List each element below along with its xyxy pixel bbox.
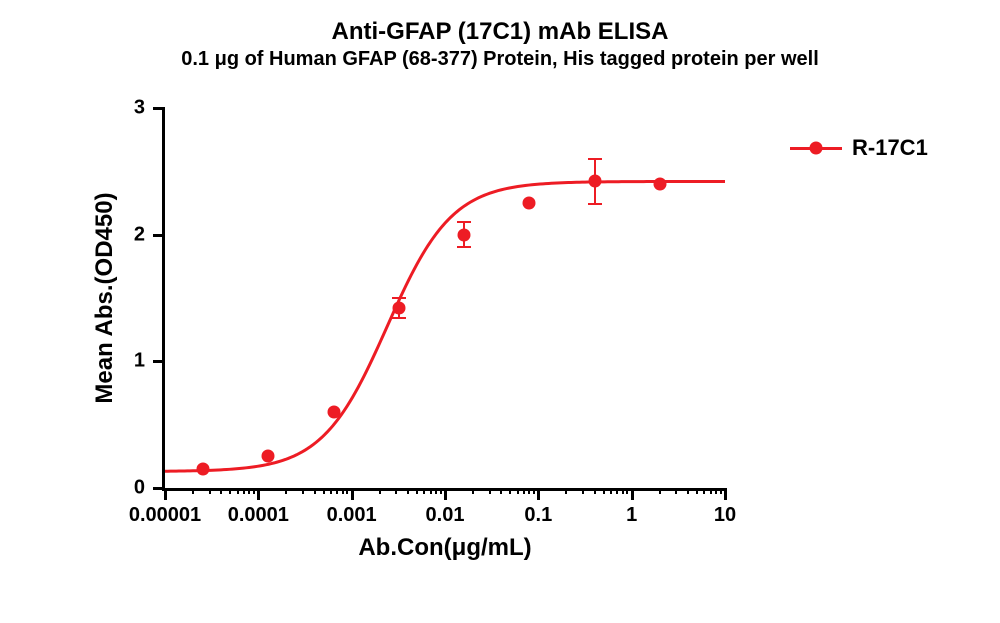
y-tick (153, 234, 165, 237)
error-cap (457, 246, 471, 248)
x-minor-tick (659, 488, 661, 494)
x-minor-tick (336, 488, 338, 494)
data-point (327, 406, 340, 419)
x-tick (444, 488, 447, 500)
legend-marker-icon (810, 142, 823, 155)
x-minor-tick (416, 488, 418, 494)
x-minor-tick (440, 488, 442, 494)
x-minor-tick (710, 488, 712, 494)
x-tick (631, 488, 634, 500)
x-minor-tick (715, 488, 717, 494)
x-tick-label: 1 (626, 504, 637, 527)
y-axis (162, 108, 165, 491)
x-minor-tick (509, 488, 511, 494)
error-cap (392, 297, 406, 299)
data-point (653, 178, 666, 191)
x-minor-tick (533, 488, 535, 494)
x-minor-tick (248, 488, 250, 494)
legend-label: R-17C1 (852, 135, 928, 161)
x-minor-tick (500, 488, 502, 494)
fit-curve-path (165, 181, 725, 471)
y-tick (153, 107, 165, 110)
legend: R-17C1 (790, 135, 928, 161)
x-minor-tick (675, 488, 677, 494)
plot-area: 0.000010.00010.0010.010.11100123Ab.Con(μ… (165, 108, 725, 488)
x-minor-tick (209, 488, 211, 494)
x-minor-tick (703, 488, 705, 494)
data-point (523, 197, 536, 210)
x-minor-tick (323, 488, 325, 494)
x-tick-label: 0.001 (327, 504, 377, 527)
y-tick-label: 3 (125, 97, 145, 120)
x-tick-label: 10 (714, 504, 736, 527)
x-minor-tick (253, 488, 255, 494)
x-minor-tick (696, 488, 698, 494)
x-minor-tick (243, 488, 245, 494)
x-minor-tick (517, 488, 519, 494)
x-tick (257, 488, 260, 500)
x-minor-tick (346, 488, 348, 494)
chart-subtitle: 0.1 μg of Human GFAP (68-377) Protein, H… (0, 48, 1000, 71)
x-tick-label: 0.01 (426, 504, 465, 527)
legend-sample (790, 147, 842, 150)
x-tick (351, 488, 354, 500)
fit-curve (165, 108, 725, 488)
data-point (197, 463, 210, 476)
x-tick (537, 488, 540, 500)
x-minor-tick (229, 488, 231, 494)
data-point (262, 450, 275, 463)
x-minor-tick (192, 488, 194, 494)
y-axis-label: Mean Abs.(OD450) (91, 192, 119, 403)
x-tick-label: 0.00001 (129, 504, 201, 527)
x-minor-tick (379, 488, 381, 494)
data-point (392, 302, 405, 315)
x-minor-tick (626, 488, 628, 494)
y-tick-label: 2 (125, 223, 145, 246)
x-minor-tick (395, 488, 397, 494)
y-tick (153, 487, 165, 490)
x-tick-label: 0.1 (524, 504, 552, 527)
x-tick-label: 0.0001 (228, 504, 289, 527)
x-minor-tick (430, 488, 432, 494)
y-tick-label: 1 (125, 350, 145, 373)
x-minor-tick (423, 488, 425, 494)
x-minor-tick (489, 488, 491, 494)
data-point (588, 175, 601, 188)
x-minor-tick (407, 488, 409, 494)
x-minor-tick (237, 488, 239, 494)
x-minor-tick (472, 488, 474, 494)
error-cap (457, 221, 471, 223)
chart-title: Anti-GFAP (17C1) mAb ELISA (0, 18, 1000, 46)
x-minor-tick (594, 488, 596, 494)
error-cap (588, 203, 602, 205)
x-minor-tick (582, 488, 584, 494)
x-minor-tick (610, 488, 612, 494)
x-minor-tick (342, 488, 344, 494)
data-point (458, 228, 471, 241)
x-minor-tick (603, 488, 605, 494)
x-minor-tick (720, 488, 722, 494)
x-minor-tick (622, 488, 624, 494)
x-minor-tick (616, 488, 618, 494)
error-cap (588, 158, 602, 160)
x-minor-tick (220, 488, 222, 494)
x-minor-tick (302, 488, 304, 494)
x-minor-tick (435, 488, 437, 494)
error-cap (392, 317, 406, 319)
x-minor-tick (565, 488, 567, 494)
y-tick-label: 0 (125, 477, 145, 500)
y-tick (153, 360, 165, 363)
x-tick (724, 488, 727, 500)
x-minor-tick (285, 488, 287, 494)
chart-title-block: Anti-GFAP (17C1) mAb ELISA 0.1 μg of Hum… (0, 18, 1000, 71)
x-minor-tick (314, 488, 316, 494)
x-minor-tick (528, 488, 530, 494)
x-minor-tick (523, 488, 525, 494)
x-axis-label: Ab.Con(μg/mL) (358, 534, 531, 562)
x-minor-tick (687, 488, 689, 494)
x-minor-tick (330, 488, 332, 494)
